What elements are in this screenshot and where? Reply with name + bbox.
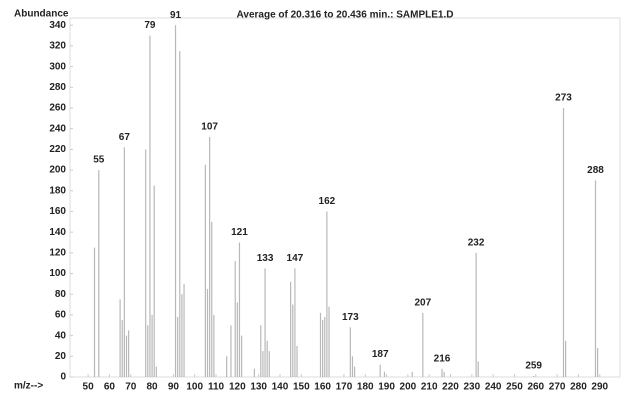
x-tick-label: 160 [314, 382, 331, 393]
y-tick-label: 120 [49, 247, 66, 258]
chart-title: Average of 20.316 to 20.436 min.: SAMPLE… [237, 10, 454, 21]
peak-label: 133 [257, 253, 274, 264]
x-tick-label: 50 [83, 382, 95, 393]
y-tick-label: 280 [49, 82, 66, 93]
y-tick-label: 340 [49, 20, 66, 31]
peak-label: 232 [468, 237, 485, 248]
peak-label: 207 [414, 297, 431, 308]
peak-label: 216 [434, 353, 451, 364]
x-tick-label: 280 [570, 382, 587, 393]
peak-label: 162 [319, 196, 336, 207]
plot-frame [69, 17, 621, 378]
x-tick-label: 110 [208, 382, 225, 393]
x-tick-label: 200 [400, 382, 417, 393]
x-tick-label: 180 [357, 382, 374, 393]
peak-label: 91 [170, 10, 182, 21]
y-tick-label: 20 [55, 351, 67, 362]
x-tick-label: 80 [147, 382, 159, 393]
x-tick-label: 60 [104, 382, 116, 393]
x-tick-label: 210 [421, 382, 438, 393]
y-tick-label: 220 [49, 144, 66, 155]
peak-label: 55 [93, 155, 105, 166]
x-tick-label: 230 [463, 382, 480, 393]
x-tick-label: 190 [378, 382, 395, 393]
y-tick-label: 320 [49, 41, 66, 52]
x-tick-label: 150 [293, 382, 310, 393]
y-tick-label: 240 [49, 123, 66, 134]
x-tick-label: 250 [506, 382, 523, 393]
x-tick-label: 140 [272, 382, 289, 393]
peak-label: 79 [144, 20, 156, 31]
x-tick-label: 290 [591, 382, 608, 393]
y-tick-label: 40 [55, 330, 67, 341]
peak-label: 147 [287, 253, 304, 264]
peak-label: 121 [231, 227, 248, 238]
peak-label: 288 [587, 165, 604, 176]
y-tick-label: 60 [55, 310, 67, 321]
peak-label: 273 [555, 93, 572, 104]
y-tick-label: 260 [49, 103, 66, 114]
x-tick-label: 270 [549, 382, 566, 393]
x-tick-label: 130 [250, 382, 267, 393]
x-tick-label: 100 [186, 382, 203, 393]
y-tick-label: 140 [49, 227, 66, 238]
x-tick-label: 70 [125, 382, 137, 393]
peak-label: 259 [525, 361, 542, 372]
x-axis-label: m/z--> [14, 381, 43, 392]
x-tick-label: 120 [229, 382, 246, 393]
x-tick-label: 260 [527, 382, 544, 393]
y-tick-label: 200 [49, 165, 66, 176]
y-tick-label: 100 [49, 268, 66, 279]
y-tick-label: 160 [49, 206, 66, 217]
y-tick-label: 180 [49, 185, 66, 196]
y-tick-label: 80 [55, 289, 67, 300]
y-axis-label: Abundance [14, 9, 69, 20]
peak-label: 107 [201, 122, 218, 133]
x-tick-label: 90 [168, 382, 180, 393]
peak-label: 187 [372, 349, 389, 360]
y-tick-label: 0 [60, 372, 66, 383]
peak-label: 173 [342, 312, 359, 323]
x-tick-label: 170 [336, 382, 353, 393]
y-tick-label: 300 [49, 61, 66, 72]
x-tick-label: 220 [442, 382, 459, 393]
x-tick-label: 240 [485, 382, 502, 393]
peak-label: 67 [119, 132, 131, 143]
